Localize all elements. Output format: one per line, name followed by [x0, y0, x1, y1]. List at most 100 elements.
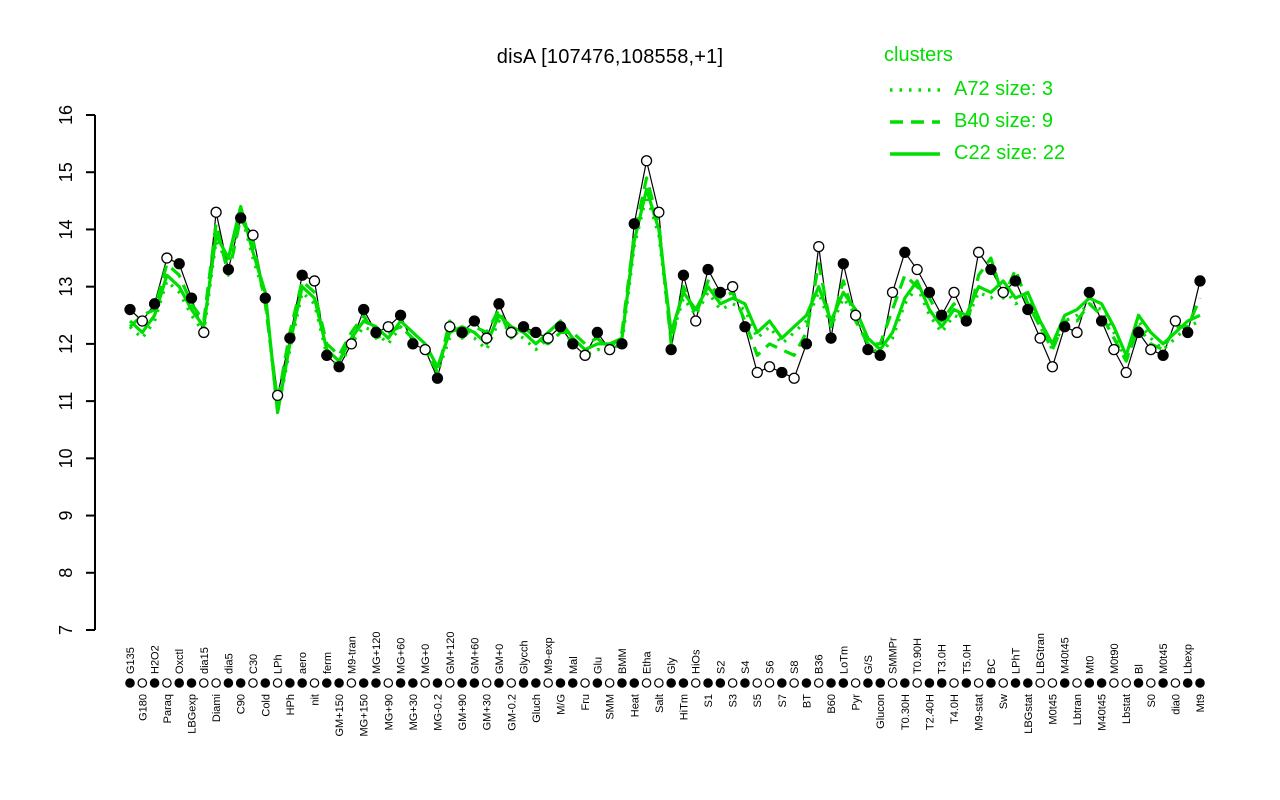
legend-entry-label: C22 size: 22	[954, 142, 1066, 164]
x-axis-label: S3	[728, 694, 740, 707]
condition-marker	[137, 678, 148, 688]
x-axis-label: GM+120	[445, 632, 457, 675]
condition-marker	[371, 678, 381, 688]
condition-marker	[1182, 678, 1193, 688]
condition-marker	[887, 678, 898, 688]
condition-marker	[715, 678, 726, 688]
x-axis-label: GM-0.2	[506, 694, 518, 731]
x-axis-label: Paraq	[162, 694, 174, 723]
data-point	[284, 332, 296, 344]
data-point	[640, 155, 653, 167]
condition-marker	[1047, 678, 1058, 688]
x-axis-label: LPh	[273, 654, 285, 674]
legend-entry-b40: B40 size: 9	[884, 110, 1065, 133]
condition-marker	[1096, 678, 1107, 688]
data-point	[874, 349, 886, 361]
x-axis-label: S7	[777, 694, 789, 707]
x-axis-label: G135	[125, 647, 137, 674]
data-point	[714, 286, 726, 299]
condition-marker	[235, 678, 246, 688]
condition-marker	[998, 678, 1009, 688]
x-axis-label: Heat	[629, 694, 641, 717]
data-point	[665, 343, 677, 356]
data-point	[825, 332, 837, 344]
x-axis-label: GM+60	[469, 638, 481, 674]
x-axis-label: M/G	[555, 694, 567, 715]
data-point	[370, 326, 382, 339]
data-point	[333, 361, 345, 373]
data-point	[1059, 321, 1071, 333]
data-point	[899, 246, 911, 258]
condition-marker	[174, 678, 184, 688]
data-point	[726, 281, 739, 293]
condition-marker	[1158, 678, 1168, 688]
x-axis-label: M40t45	[1060, 637, 1072, 674]
chart-title: disA [107476,108558,+1]	[496, 46, 724, 68]
condition-marker	[198, 678, 209, 688]
condition-marker	[444, 678, 455, 688]
x-axis-label: Mt9	[1195, 694, 1207, 712]
data-point	[161, 252, 173, 264]
data-point	[308, 275, 321, 287]
x-axis-label: MG+90	[383, 694, 395, 730]
x-axis-label: LBGtran	[1035, 633, 1047, 674]
condition-marker	[678, 678, 689, 688]
x-axis-label: S5	[752, 694, 764, 707]
condition-marker	[850, 678, 861, 688]
data-point	[148, 298, 161, 310]
data-point	[1157, 349, 1169, 361]
x-axis-label: Oxctl	[174, 649, 186, 674]
x-axis-label: Lbstat	[1121, 694, 1133, 724]
data-point	[136, 315, 148, 327]
x-axis-label: T5.0H	[961, 644, 973, 674]
x-axis-label: LBGstat	[1023, 694, 1035, 734]
data-point	[198, 326, 210, 339]
y-tick-label: 7	[56, 625, 76, 635]
data-point	[960, 315, 972, 327]
legend-entry-label: A72 size: 3	[954, 78, 1053, 100]
legend-entry-c22: C22 size: 22	[884, 142, 1065, 165]
condition-marker	[617, 678, 627, 688]
condition-marker	[838, 678, 849, 688]
data-point	[259, 292, 271, 304]
condition-marker	[703, 678, 713, 688]
data-point	[1182, 326, 1194, 339]
condition-marker	[826, 678, 836, 688]
data-point	[517, 321, 530, 333]
data-point	[394, 309, 407, 321]
condition-marker	[813, 678, 824, 688]
condition-marker	[912, 678, 922, 688]
condition-marker	[1109, 678, 1119, 688]
condition-marker	[1195, 678, 1205, 688]
condition-marker	[555, 678, 566, 688]
data-point	[210, 206, 222, 218]
data-point	[1022, 303, 1034, 316]
x-axis-label: T0.90H	[912, 638, 924, 674]
data-point	[985, 263, 997, 276]
data-point	[751, 366, 763, 379]
x-axis-label: S6	[765, 661, 777, 674]
condition-marker	[1146, 678, 1156, 688]
data-point	[1095, 315, 1108, 327]
y-tick-label: 11	[56, 392, 76, 411]
condition-marker	[604, 678, 615, 688]
data-point	[616, 338, 628, 350]
data-point	[567, 338, 579, 350]
condition-marker	[936, 678, 947, 688]
data-point	[886, 286, 899, 299]
condition-marker	[260, 678, 271, 688]
x-axis-label: GM+0	[494, 644, 506, 674]
condition-marker	[494, 678, 504, 688]
data-point	[948, 286, 960, 299]
data-point	[358, 303, 370, 316]
data-point	[702, 263, 714, 276]
condition-marker	[248, 678, 258, 688]
data-point	[1108, 343, 1120, 356]
x-axis-label: MG+150	[359, 694, 371, 737]
condition-marker	[481, 678, 492, 688]
data-point	[321, 349, 333, 361]
x-axis-label: Lbtran	[1072, 694, 1084, 725]
data-point	[530, 326, 542, 339]
